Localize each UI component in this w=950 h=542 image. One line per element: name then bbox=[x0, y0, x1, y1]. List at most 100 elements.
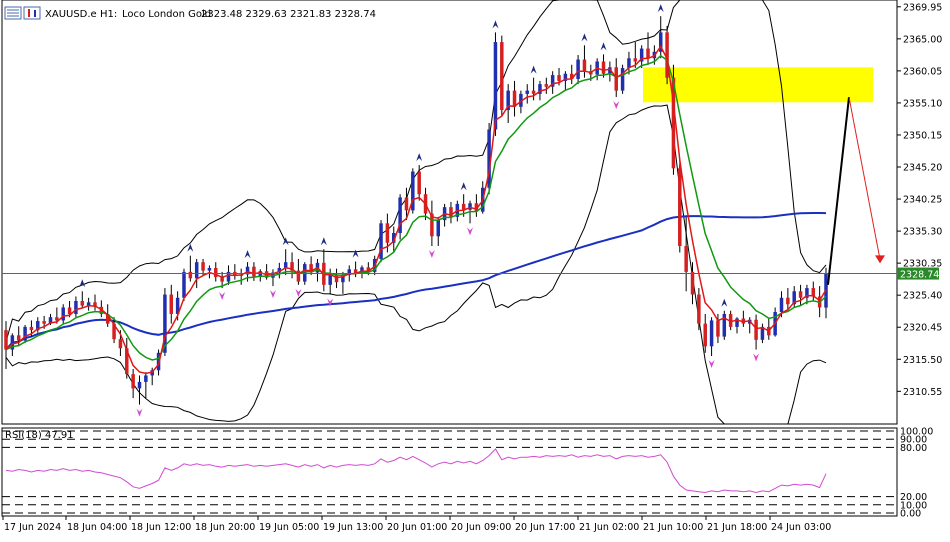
long-moving-average-line bbox=[5, 212, 827, 351]
price-axis-label: 2360.05 bbox=[903, 66, 942, 77]
candle-body bbox=[525, 90, 529, 94]
current-price-label: 2328.74 bbox=[900, 270, 939, 281]
price-panel-frame bbox=[1, 0, 898, 425]
candle-body bbox=[283, 262, 288, 268]
candle-body bbox=[347, 269, 352, 276]
rsi-line bbox=[5, 448, 827, 494]
candle-body bbox=[252, 266, 256, 277]
chart-type-icon[interactable] bbox=[23, 6, 41, 20]
candle-body bbox=[80, 301, 85, 306]
candle-body bbox=[506, 90, 510, 111]
candle-body bbox=[576, 59, 580, 79]
candle-body bbox=[639, 48, 644, 62]
candle-body bbox=[404, 197, 409, 211]
time-axis-label: 20 Jun 01:00 bbox=[387, 522, 447, 533]
candle-body bbox=[67, 307, 72, 314]
candle-body bbox=[144, 375, 148, 382]
supply-zone bbox=[643, 67, 873, 103]
candle-body bbox=[417, 171, 421, 195]
time-axis-label: 17 Jun 2024 bbox=[4, 522, 61, 533]
candle-body bbox=[188, 271, 193, 279]
fractal-up-arrow bbox=[416, 153, 423, 162]
candle-body bbox=[468, 203, 472, 210]
rsi-axis-label: 80.00 bbox=[900, 443, 927, 454]
symbol-label: XAUUSD.e bbox=[45, 9, 97, 20]
fractal-up-arrow bbox=[187, 243, 194, 252]
candle-body bbox=[557, 75, 561, 81]
bollinger-lower-line bbox=[5, 104, 827, 425]
candle-body bbox=[61, 307, 65, 321]
bollinger-upper-line bbox=[5, 0, 827, 342]
candle-body bbox=[805, 288, 809, 298]
candle-body bbox=[608, 67, 612, 74]
candle-body bbox=[646, 48, 650, 59]
time-axis-label: 24 Jun 03:00 bbox=[771, 522, 831, 533]
candle-body bbox=[493, 42, 498, 130]
candle-body bbox=[582, 59, 587, 72]
candle-body bbox=[735, 318, 739, 327]
candle-body bbox=[678, 168, 682, 246]
fractal-up-arrow bbox=[657, 4, 664, 13]
candle-body bbox=[4, 330, 8, 350]
candle-body bbox=[379, 223, 383, 259]
candle-body bbox=[328, 274, 332, 285]
candle-body bbox=[55, 317, 59, 321]
candle-body bbox=[125, 348, 129, 375]
candle-body bbox=[169, 294, 174, 314]
candle-body bbox=[353, 269, 358, 274]
candle-body bbox=[703, 323, 707, 347]
slow-moving-average-line bbox=[5, 54, 827, 361]
rsi-panel-frame bbox=[1, 427, 898, 517]
candle-body bbox=[722, 313, 727, 337]
fractal-up-arrow bbox=[244, 250, 251, 259]
candle-body bbox=[182, 271, 186, 298]
candle-body bbox=[531, 90, 536, 94]
fractal-down-arrow bbox=[613, 101, 620, 110]
candle-body bbox=[385, 223, 390, 243]
candle-body bbox=[105, 313, 110, 324]
candle-body bbox=[474, 203, 479, 212]
price-axis-label: 2355.10 bbox=[903, 98, 942, 109]
rsi-axis-label: 10.00 bbox=[900, 500, 927, 511]
candle-body bbox=[366, 267, 371, 272]
candle-body bbox=[544, 84, 549, 87]
fractal-up-arrow bbox=[282, 237, 289, 246]
price-axis-label: 2330.35 bbox=[903, 259, 942, 270]
candle-body bbox=[601, 61, 606, 74]
time-axis-label: 20 Jun 17:00 bbox=[515, 522, 575, 533]
projection-arrowhead bbox=[875, 255, 885, 264]
fast-moving-average-line bbox=[5, 44, 827, 375]
candle-body bbox=[538, 84, 542, 94]
price-axis-label: 2310.55 bbox=[903, 387, 942, 398]
rsi-axis-label: 100.00 bbox=[900, 427, 933, 438]
candle-body bbox=[519, 93, 523, 107]
candle-body bbox=[690, 271, 695, 295]
candle-body bbox=[112, 323, 116, 340]
rsi-axis-label: 90.00 bbox=[900, 435, 927, 446]
candle-body bbox=[627, 58, 631, 68]
candle-body bbox=[487, 129, 491, 188]
candle-body bbox=[29, 326, 34, 331]
candle-body bbox=[214, 267, 218, 278]
candle-body bbox=[220, 277, 224, 282]
price-axis-label: 2369.95 bbox=[903, 2, 942, 13]
candle-body bbox=[550, 75, 555, 87]
fractal-down-arrow bbox=[269, 290, 276, 299]
time-axis-label: 18 Jun 20:00 bbox=[195, 522, 255, 533]
timeframe-label: H1: bbox=[100, 9, 117, 20]
candle-body bbox=[36, 321, 40, 331]
candle-body bbox=[201, 262, 205, 271]
price-axis-label: 2350.15 bbox=[903, 130, 942, 141]
rsi-title: RSI(18) 47.91 bbox=[5, 430, 74, 441]
price-axis-label: 2365.00 bbox=[903, 34, 942, 45]
candle-body bbox=[614, 67, 618, 91]
candle-body bbox=[290, 262, 294, 271]
candle-body bbox=[461, 203, 466, 210]
candle-body bbox=[163, 294, 167, 353]
fractal-up-arrow bbox=[581, 33, 588, 42]
price-axis-label: 2335.30 bbox=[903, 227, 942, 238]
candle-body bbox=[303, 264, 307, 282]
fractal-up-arrow bbox=[721, 298, 728, 307]
